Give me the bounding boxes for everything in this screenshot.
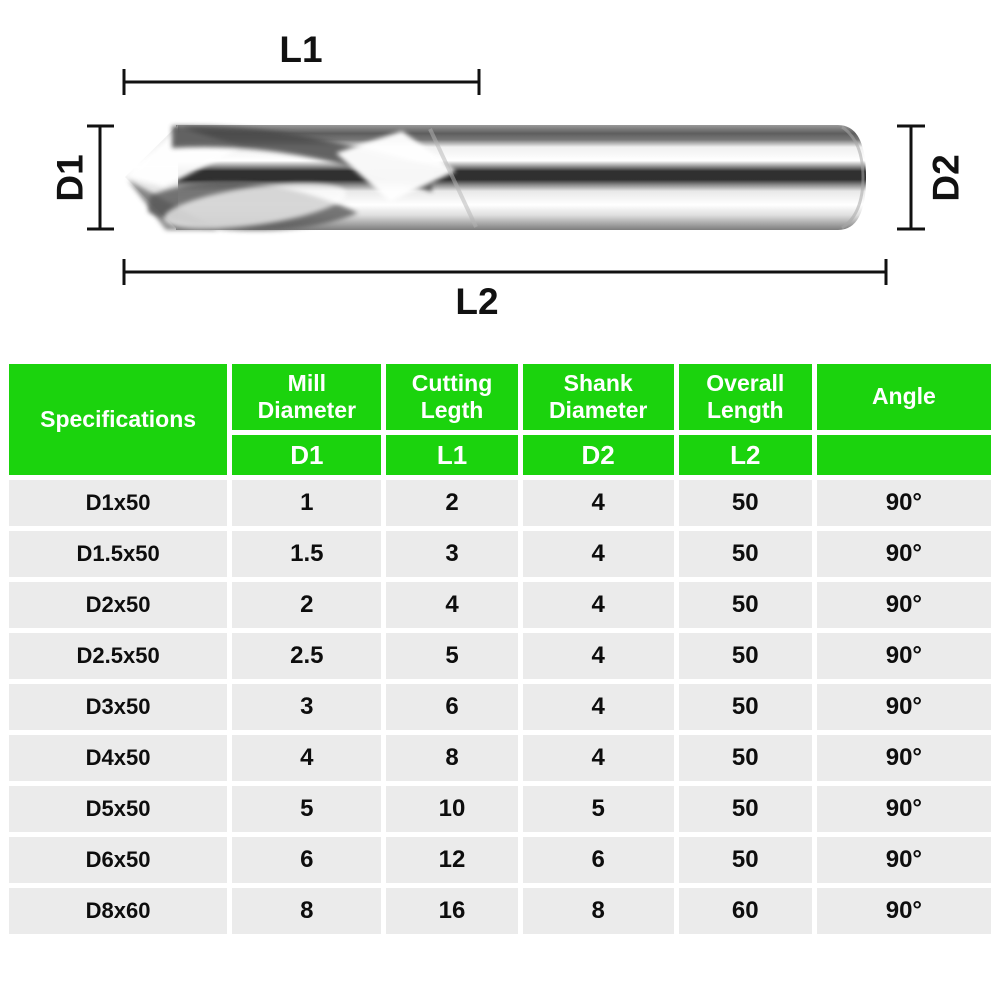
cell-l1: 8 [386, 735, 518, 781]
cell-angle: 90° [816, 582, 991, 628]
cell-d2: 8 [522, 888, 674, 934]
col-header-overall-length: Overall Length [678, 364, 812, 430]
cell-l1: 4 [386, 582, 518, 628]
sub-header-angle-empty [816, 435, 991, 475]
cell-l2: 50 [678, 531, 812, 577]
dim-label-d1: D1 [50, 154, 91, 201]
dimension-d1 [87, 124, 114, 231]
spec-table-header: Specifications Mill Diameter Cutting Leg… [9, 364, 991, 475]
table-row: D2x50 2 4 4 50 90° [9, 582, 991, 628]
cell-d2: 4 [522, 735, 674, 781]
dimension-l2 [122, 259, 888, 285]
cell-d1: 1 [232, 480, 382, 526]
cell-spec: D1.5x50 [9, 531, 228, 577]
cell-d1: 1.5 [232, 531, 382, 577]
table-row: D5x50 5 10 5 50 90° [9, 786, 991, 832]
cell-l1: 5 [386, 633, 518, 679]
cell-l2: 50 [678, 480, 812, 526]
dimension-lines [87, 69, 925, 285]
cell-angle: 90° [816, 786, 991, 832]
header-row-main: Specifications Mill Diameter Cutting Leg… [9, 364, 991, 475]
cell-spec: D4x50 [9, 735, 228, 781]
cell-angle: 90° [816, 684, 991, 730]
cell-l2: 50 [678, 786, 812, 832]
col-header-shank-diameter: Shank Diameter [522, 364, 674, 430]
cell-d2: 4 [522, 531, 674, 577]
table-row: D3x50 3 6 4 50 90° [9, 684, 991, 730]
cell-d2: 6 [522, 837, 674, 883]
header-row-sub: D1 L1 D2 L2 [9, 435, 991, 475]
drill-flute-diamond-facet [336, 131, 456, 202]
cell-d1: 4 [232, 735, 382, 781]
cell-d1: 8 [232, 888, 382, 934]
table-row: D4x50 4 8 4 50 90° [9, 735, 991, 781]
cell-d1: 2.5 [232, 633, 382, 679]
dimension-d2 [897, 124, 925, 231]
table-row: D1x50 1 2 4 50 90° [9, 480, 991, 526]
cell-d2: 4 [522, 582, 674, 628]
cell-l2: 50 [678, 633, 812, 679]
cell-spec: D5x50 [9, 786, 228, 832]
drill-flute-lower-highlight [163, 183, 347, 229]
spec-table-body: D1x50 1 2 4 50 90° D1.5x50 1.5 3 4 50 90… [9, 480, 991, 934]
dimension-l1 [122, 69, 481, 95]
cell-l2: 50 [678, 684, 812, 730]
drill-shank-endcap [841, 125, 865, 230]
cell-d1: 2 [232, 582, 382, 628]
cell-l2: 50 [678, 735, 812, 781]
dim-label-l2: L2 [455, 281, 498, 322]
cell-angle: 90° [816, 480, 991, 526]
col-header-specifications: Specifications [9, 364, 228, 475]
cell-l1: 2 [386, 480, 518, 526]
drill-flute-top-band [172, 125, 432, 192]
table-row: D2.5x50 2.5 5 4 50 90° [9, 633, 991, 679]
cell-d1: 6 [232, 837, 382, 883]
tool-diagram: L1 D1 D2 L2 [0, 0, 1000, 340]
cell-d1: 3 [232, 684, 382, 730]
cell-l2: 60 [678, 888, 812, 934]
cell-d2: 4 [522, 684, 674, 730]
table-row: D6x50 6 12 6 50 90° [9, 837, 991, 883]
cell-spec: D1x50 [9, 480, 228, 526]
drill-bit-illustration [125, 125, 866, 231]
cell-l2: 50 [678, 582, 812, 628]
cell-d2: 4 [522, 480, 674, 526]
sub-header-d1: D1 [232, 435, 382, 475]
cell-l1: 3 [386, 531, 518, 577]
cell-l1: 6 [386, 684, 518, 730]
cell-l1: 10 [386, 786, 518, 832]
cell-spec: D2x50 [9, 582, 228, 628]
cell-spec: D3x50 [9, 684, 228, 730]
dim-label-d2: D2 [926, 154, 967, 201]
cell-angle: 90° [816, 633, 991, 679]
table-row: D8x60 8 16 8 60 90° [9, 888, 991, 934]
cell-angle: 90° [816, 888, 991, 934]
cell-spec: D6x50 [9, 837, 228, 883]
col-header-angle: Angle [816, 364, 991, 430]
dim-label-l1: L1 [279, 29, 322, 70]
cell-l2: 50 [678, 837, 812, 883]
cell-l1: 16 [386, 888, 518, 934]
col-header-mill-diameter: Mill Diameter [232, 364, 382, 430]
cell-angle: 90° [816, 531, 991, 577]
cell-d2: 5 [522, 786, 674, 832]
spec-table: Specifications Mill Diameter Cutting Leg… [4, 359, 996, 939]
cell-spec: D2.5x50 [9, 633, 228, 679]
table-row: D1.5x50 1.5 3 4 50 90° [9, 531, 991, 577]
drill-flute-end-edge [428, 128, 478, 228]
cell-d1: 5 [232, 786, 382, 832]
spot-drill-diagram: L1 D1 D2 L2 [50, 29, 967, 322]
sub-header-l2: L2 [678, 435, 812, 475]
cell-angle: 90° [816, 837, 991, 883]
cell-l1: 12 [386, 837, 518, 883]
col-header-cutting-length: Cutting Legth [386, 364, 518, 430]
sub-header-d2: D2 [522, 435, 674, 475]
cell-spec: D8x60 [9, 888, 228, 934]
cell-d2: 4 [522, 633, 674, 679]
cell-angle: 90° [816, 735, 991, 781]
sub-header-l1: L1 [386, 435, 518, 475]
